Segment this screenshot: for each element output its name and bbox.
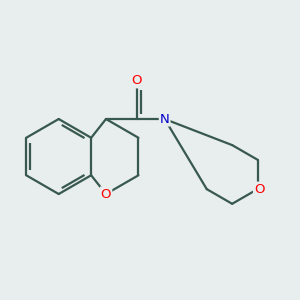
Text: O: O bbox=[101, 188, 111, 200]
Text: O: O bbox=[132, 74, 142, 87]
Text: O: O bbox=[254, 183, 265, 196]
Text: N: N bbox=[160, 112, 169, 125]
